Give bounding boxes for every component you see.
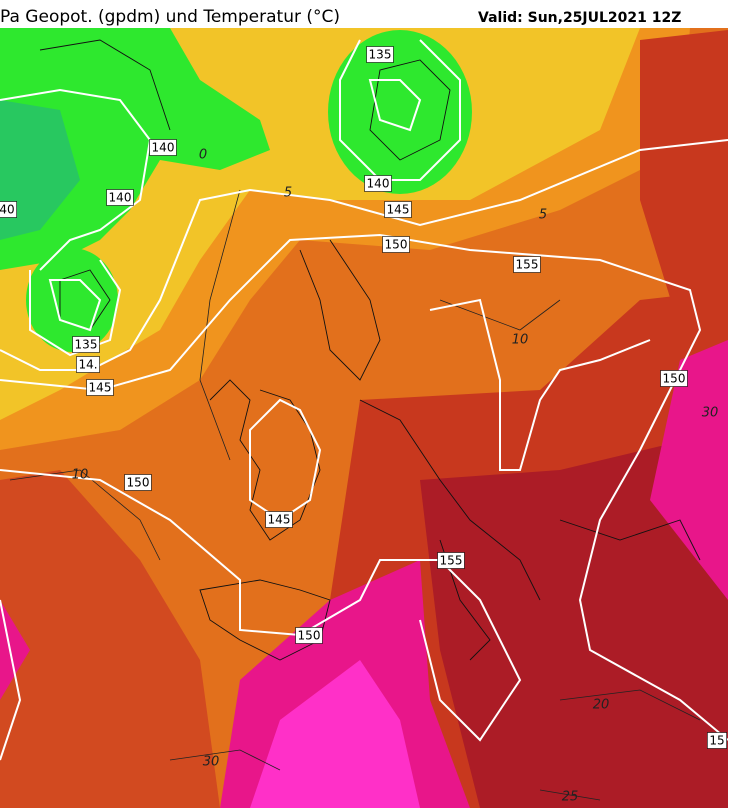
label-box xyxy=(124,474,152,491)
label-box xyxy=(366,46,394,63)
label-box xyxy=(0,201,17,218)
label-box xyxy=(72,336,100,353)
isohypse-label: 150 xyxy=(385,238,408,252)
label-box xyxy=(384,201,412,218)
isohypse-label: 14. xyxy=(78,358,97,372)
isotherm-label: 20 xyxy=(593,698,610,713)
label-box xyxy=(660,370,688,387)
label-box xyxy=(106,189,134,206)
label-box xyxy=(265,511,293,528)
map-field xyxy=(0,28,728,808)
label-box xyxy=(437,552,465,569)
isohypse-label: 135 xyxy=(369,48,392,62)
isohypse-label: 140 xyxy=(109,191,132,205)
isohypse-label: 135 xyxy=(75,338,98,352)
isohypse-label: 140 xyxy=(367,177,390,191)
label-box xyxy=(364,175,392,192)
isotherm-label: 25 xyxy=(562,790,579,805)
isohypse-label: 155 xyxy=(516,258,539,272)
label-box xyxy=(86,379,114,396)
isohypse-label: 155 xyxy=(440,554,463,568)
isohypse-label: 150 xyxy=(127,476,150,490)
isohypse-label: 145 xyxy=(89,381,112,395)
isohypse-label: 150 xyxy=(298,629,321,643)
isohypse-label: 145 xyxy=(387,203,410,217)
label-box xyxy=(76,356,100,373)
label-box xyxy=(149,139,177,156)
map-title: Pa Geopot. (gpdm) und Temperatur (°C) xyxy=(0,7,340,27)
isohypse-label: 150 xyxy=(663,372,686,386)
isohypse-label: 145 xyxy=(268,513,291,527)
isohypse-label: 140 xyxy=(152,141,175,155)
isotherm-label: 0 xyxy=(199,148,207,163)
isohypse-labels: 135 140 140 40 140 145 150 155 135 14. 1… xyxy=(0,46,727,749)
isotherm-labels: 0 5 5 10 10 20 30 30 25 xyxy=(72,148,719,805)
label-box xyxy=(295,627,323,644)
isohypse-label: 15 xyxy=(709,734,724,748)
isotherm-label: 5 xyxy=(539,208,547,223)
valid-time: Valid: Sun,25JUL2021 12Z xyxy=(478,10,681,26)
isohypse-label: 40 xyxy=(0,203,15,217)
label-box xyxy=(513,256,541,273)
isotherm-label: 30 xyxy=(702,406,719,421)
isotherm-label: 5 xyxy=(284,186,292,201)
label-box xyxy=(382,236,410,253)
isotherm-label: 10 xyxy=(512,333,529,348)
isotherm-label: 10 xyxy=(72,468,89,483)
isotherm-label: 30 xyxy=(203,755,220,770)
label-box xyxy=(707,732,727,749)
